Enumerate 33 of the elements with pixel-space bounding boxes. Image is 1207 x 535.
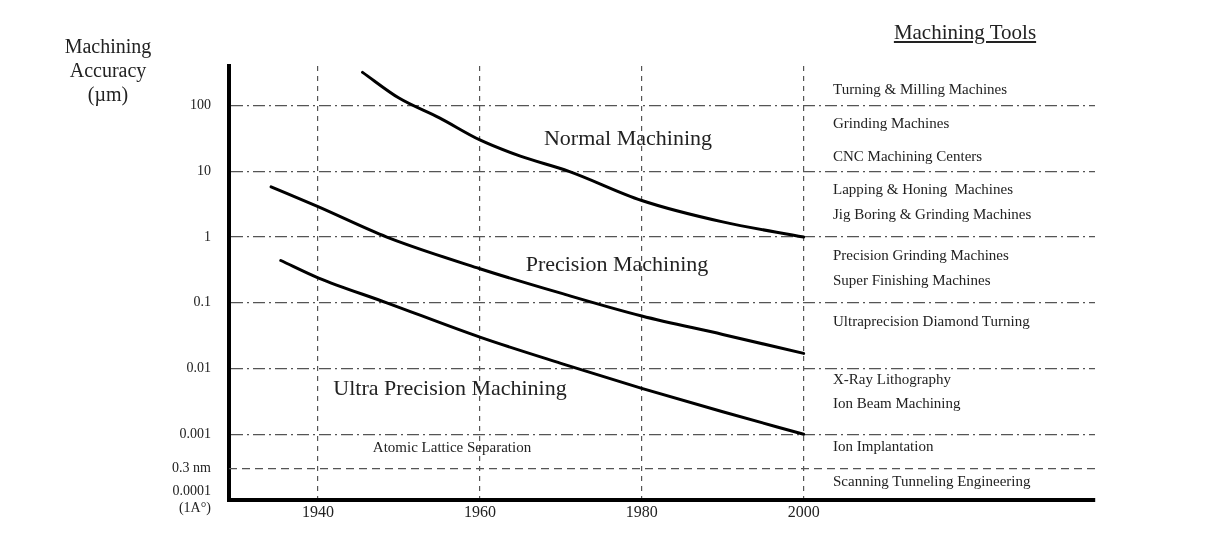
y-tick-label: 0.001 — [179, 425, 211, 441]
y-tick-label: 0.01 — [186, 360, 211, 376]
annotation: Turning & Milling Machines — [833, 80, 1008, 97]
annotation: Atomic Lattice Separation — [372, 438, 532, 455]
annotation: Precision Machining — [525, 250, 709, 276]
annotation: Ion Implantation — [833, 437, 934, 454]
annotation: Grinding Machines — [833, 114, 950, 131]
x-tick-label: 1960 — [463, 502, 496, 520]
y-tick-label: 0.0001 (1A°) — [172, 483, 212, 517]
y-tick-label: 0.1 — [193, 294, 211, 310]
y-tick-label: 10 — [197, 162, 211, 178]
annotation: Scanning Tunneling Engineering — [833, 472, 1031, 489]
x-tick-label: 1980 — [625, 502, 658, 520]
annotation: Normal Machining — [543, 124, 713, 150]
y-tick-label: 1 — [204, 228, 211, 244]
annotation: Super Finishing Machines — [833, 271, 991, 288]
annotation: Ultra Precision Machining — [333, 374, 567, 400]
annotation: X-Ray Lithography — [833, 370, 952, 387]
x-tick-label: 2000 — [787, 502, 820, 520]
annotation: CNC Machining Centers — [833, 147, 983, 164]
line-series — [279, 258, 806, 436]
annotation: Ultraprecision Diamond Turning — [833, 312, 1031, 329]
annotation: Lapping & Honing Machines — [833, 180, 1014, 197]
annotation: Jig Boring & Grinding Machines — [833, 205, 1032, 222]
y-axis-title: Machining Accuracy (µm) — [63, 34, 153, 106]
annotation: Precision Grinding Machines — [833, 246, 1009, 263]
chart-title: Machining Tools — [892, 20, 1038, 45]
line-series — [269, 185, 806, 355]
x-tick-label: 1940 — [302, 502, 335, 520]
y-tick-label: 100 — [190, 97, 211, 113]
line-series — [361, 70, 806, 239]
annotation: Ion Beam Machining — [833, 394, 961, 411]
ref-line-label: 0.3 nm — [172, 460, 212, 476]
